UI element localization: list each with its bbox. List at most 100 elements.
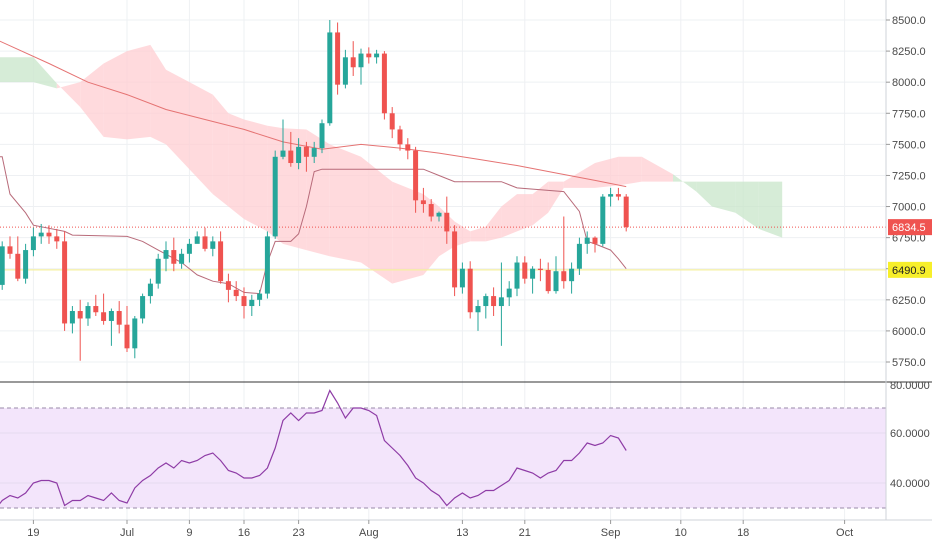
candle-body-47 <box>358 53 364 68</box>
cloud-segment-34 <box>735 181 759 229</box>
candle-body-14 <box>101 312 107 321</box>
price-badge-label: 6490.9 <box>892 265 926 277</box>
candle-body-69 <box>530 268 536 279</box>
candlesticks <box>0 20 629 361</box>
candle-body-10 <box>69 311 75 324</box>
horizontal-lines <box>0 226 886 271</box>
candle-body-8 <box>54 236 60 242</box>
candle-body-39 <box>296 146 302 164</box>
oscillator-tick-label: 60.0000 <box>890 428 930 440</box>
cloud-segment-18 <box>423 194 439 275</box>
price-tick-label: 5750.0 <box>892 357 926 369</box>
candle-body-55 <box>420 200 426 205</box>
candle-body-46 <box>350 57 356 68</box>
price-tick-label: 7750.0 <box>892 108 926 120</box>
candle-body-79 <box>608 194 614 197</box>
candle-body-28 <box>210 241 216 249</box>
price-badge-1 <box>888 261 932 278</box>
candle-body-41 <box>311 148 317 157</box>
cloud-segment-10 <box>228 113 244 219</box>
cloud-segment-5 <box>127 44 151 140</box>
candle-body-19 <box>140 296 146 319</box>
candle-body-68 <box>522 262 528 279</box>
cloud-segment-2 <box>56 82 81 108</box>
cloud-segment-32 <box>696 181 712 207</box>
grid <box>0 0 886 520</box>
cloud-segment-6 <box>150 44 166 145</box>
candle-body-17 <box>124 324 130 349</box>
oscillator-line-0 <box>0 389 627 507</box>
candle-body-67 <box>514 262 520 289</box>
candle-body-42 <box>319 123 325 149</box>
candle-body-5 <box>30 236 36 251</box>
candle-body-13 <box>93 306 99 313</box>
candle-body-15 <box>108 311 114 321</box>
candle-body-78 <box>600 196 606 244</box>
candle-body-43 <box>327 32 333 124</box>
x-tick-label: 16 <box>238 527 250 539</box>
price-tick-label: 6750.0 <box>892 233 926 245</box>
candle-body-49 <box>374 53 380 58</box>
candle-body-60 <box>459 268 465 288</box>
price-tick-label: 7000.0 <box>892 202 926 214</box>
candle-body-65 <box>498 297 504 307</box>
candle-body-80 <box>615 194 621 197</box>
cloud-segment-22 <box>485 206 502 242</box>
candle-body-40 <box>303 146 309 157</box>
price-tick-label: 7500.0 <box>892 139 926 151</box>
candle-body-57 <box>436 212 442 217</box>
candle-body-50 <box>381 53 387 114</box>
cloud-segment-4 <box>103 51 127 140</box>
cloud-segment-11 <box>244 119 268 232</box>
candle-body-71 <box>545 269 551 292</box>
cloud-segment-9 <box>212 94 229 207</box>
price-tick-label: 7250.0 <box>892 170 926 182</box>
price-tick-label: 8000.0 <box>892 77 926 89</box>
candle-body-58 <box>444 212 450 232</box>
candle-body-74 <box>569 268 575 282</box>
oscillator-tick-label: 40.0000 <box>890 478 930 490</box>
candle-body-29 <box>218 241 224 282</box>
oscillator-tick-label: 80.0000 <box>890 380 930 392</box>
candle-body-59 <box>452 231 458 288</box>
baseline-line <box>0 156 627 295</box>
candle-body-33 <box>249 299 255 307</box>
cloud-segment-3 <box>80 63 104 137</box>
x-tick-label: 19 <box>27 527 39 539</box>
candle-body-32 <box>241 296 247 307</box>
ichimoku-cloud <box>0 44 783 284</box>
x-tick-label: Sep <box>601 527 621 539</box>
candle-body-22 <box>163 250 169 259</box>
cloud-segment-24 <box>517 194 533 232</box>
price-badge-label: 6834.5 <box>892 222 926 234</box>
candle-body-18 <box>132 318 138 349</box>
candle-body-70 <box>537 268 543 270</box>
candle-body-54 <box>413 150 419 201</box>
oscillator-band <box>0 408 886 508</box>
cloud-segment-21 <box>470 226 486 242</box>
candle-body-75 <box>576 243 582 269</box>
x-tick-label: 21 <box>519 527 531 539</box>
candle-body-31 <box>233 289 239 297</box>
candle-body-56 <box>428 204 434 217</box>
cloud-segment-29 <box>618 156 642 186</box>
candle-body-52 <box>397 129 403 145</box>
cloud-segment-17 <box>392 181 424 284</box>
oscillator-panel <box>0 389 886 509</box>
cloud-segment-26 <box>548 181 564 213</box>
candle-body-76 <box>584 237 590 244</box>
candle-body-73 <box>561 271 567 282</box>
candle-body-45 <box>342 57 348 85</box>
cloud-segment-30 <box>641 156 673 182</box>
candle-body-7 <box>46 232 52 237</box>
price-tick-label: 8500.0 <box>892 15 926 27</box>
candle-body-25 <box>186 243 192 254</box>
cloud-segment-8 <box>189 82 213 195</box>
candle-body-61 <box>467 268 473 313</box>
cloud-segment-0 <box>0 57 34 83</box>
candle-body-4 <box>23 250 29 279</box>
cloud-segment-25 <box>532 181 549 226</box>
candle-body-24 <box>179 253 185 264</box>
cloud-segment-14 <box>306 129 330 257</box>
